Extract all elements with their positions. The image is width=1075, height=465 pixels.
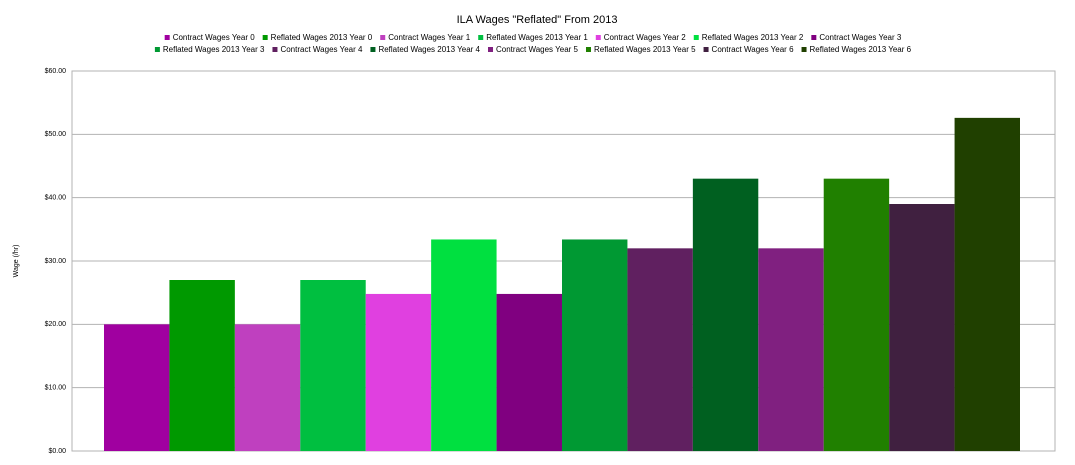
bar bbox=[692, 178, 759, 451]
legend-swatch bbox=[272, 47, 278, 52]
bar bbox=[234, 324, 301, 451]
legend-swatch bbox=[585, 47, 591, 52]
bar bbox=[562, 239, 628, 451]
legend-label: Contract Wages Year 3 bbox=[819, 33, 902, 42]
bar bbox=[954, 117, 1020, 451]
legend-swatch bbox=[801, 47, 807, 52]
legend-swatch bbox=[488, 47, 494, 52]
legend-swatch bbox=[262, 35, 268, 40]
legend-swatch bbox=[370, 47, 376, 52]
y-tick-label: $30.00 bbox=[45, 258, 67, 265]
legend-label: Contract Wages Year 4 bbox=[280, 45, 363, 54]
bar bbox=[758, 248, 824, 451]
y-tick-label: $10.00 bbox=[45, 385, 67, 392]
legend-swatch bbox=[478, 35, 484, 40]
legend-swatch bbox=[693, 35, 699, 40]
legend-label: Contract Wages Year 0 bbox=[173, 33, 256, 42]
y-tick-label: $60.00 bbox=[45, 68, 67, 75]
legend-label: Reflated Wages 2013 Year 4 bbox=[378, 45, 480, 54]
legend-label: Reflated Wages 2013 Year 0 bbox=[271, 33, 373, 42]
legend-swatch bbox=[154, 47, 160, 52]
legend-label: Reflated Wages 2013 Year 3 bbox=[163, 45, 265, 54]
y-tick-label: $40.00 bbox=[45, 195, 67, 202]
bar bbox=[496, 293, 562, 451]
legend-label: Reflated Wages 2013 Year 6 bbox=[810, 45, 912, 54]
bar bbox=[431, 239, 497, 451]
bar bbox=[365, 293, 432, 451]
legend-swatch bbox=[380, 35, 386, 40]
bar bbox=[169, 280, 235, 451]
y-tick-label: $20.00 bbox=[45, 321, 67, 328]
legend-swatch bbox=[595, 35, 601, 40]
y-tick-label: $0.00 bbox=[48, 448, 66, 455]
y-axis-label: Wage (/hr) bbox=[13, 245, 20, 278]
legend-label: Reflated Wages 2013 Year 5 bbox=[594, 45, 696, 54]
y-tick-label: $50.00 bbox=[45, 131, 67, 138]
legend-label: Contract Wages Year 6 bbox=[712, 45, 795, 54]
legend-label: Contract Wages Year 1 bbox=[388, 33, 471, 42]
legend-label: Contract Wages Year 5 bbox=[496, 45, 579, 54]
chart-title: ILA Wages "Reflated" From 2013 bbox=[457, 14, 618, 26]
bar bbox=[104, 324, 170, 451]
bar bbox=[889, 204, 955, 451]
bar bbox=[627, 248, 693, 451]
bar bbox=[300, 280, 366, 451]
legend-swatch bbox=[164, 35, 170, 40]
bar bbox=[823, 178, 890, 451]
legend-label: Reflated Wages 2013 Year 2 bbox=[702, 33, 804, 42]
legend-label: Reflated Wages 2013 Year 1 bbox=[486, 33, 588, 42]
legend-swatch bbox=[703, 47, 709, 52]
legend-swatch bbox=[811, 35, 817, 40]
legend-label: Contract Wages Year 2 bbox=[604, 33, 687, 42]
